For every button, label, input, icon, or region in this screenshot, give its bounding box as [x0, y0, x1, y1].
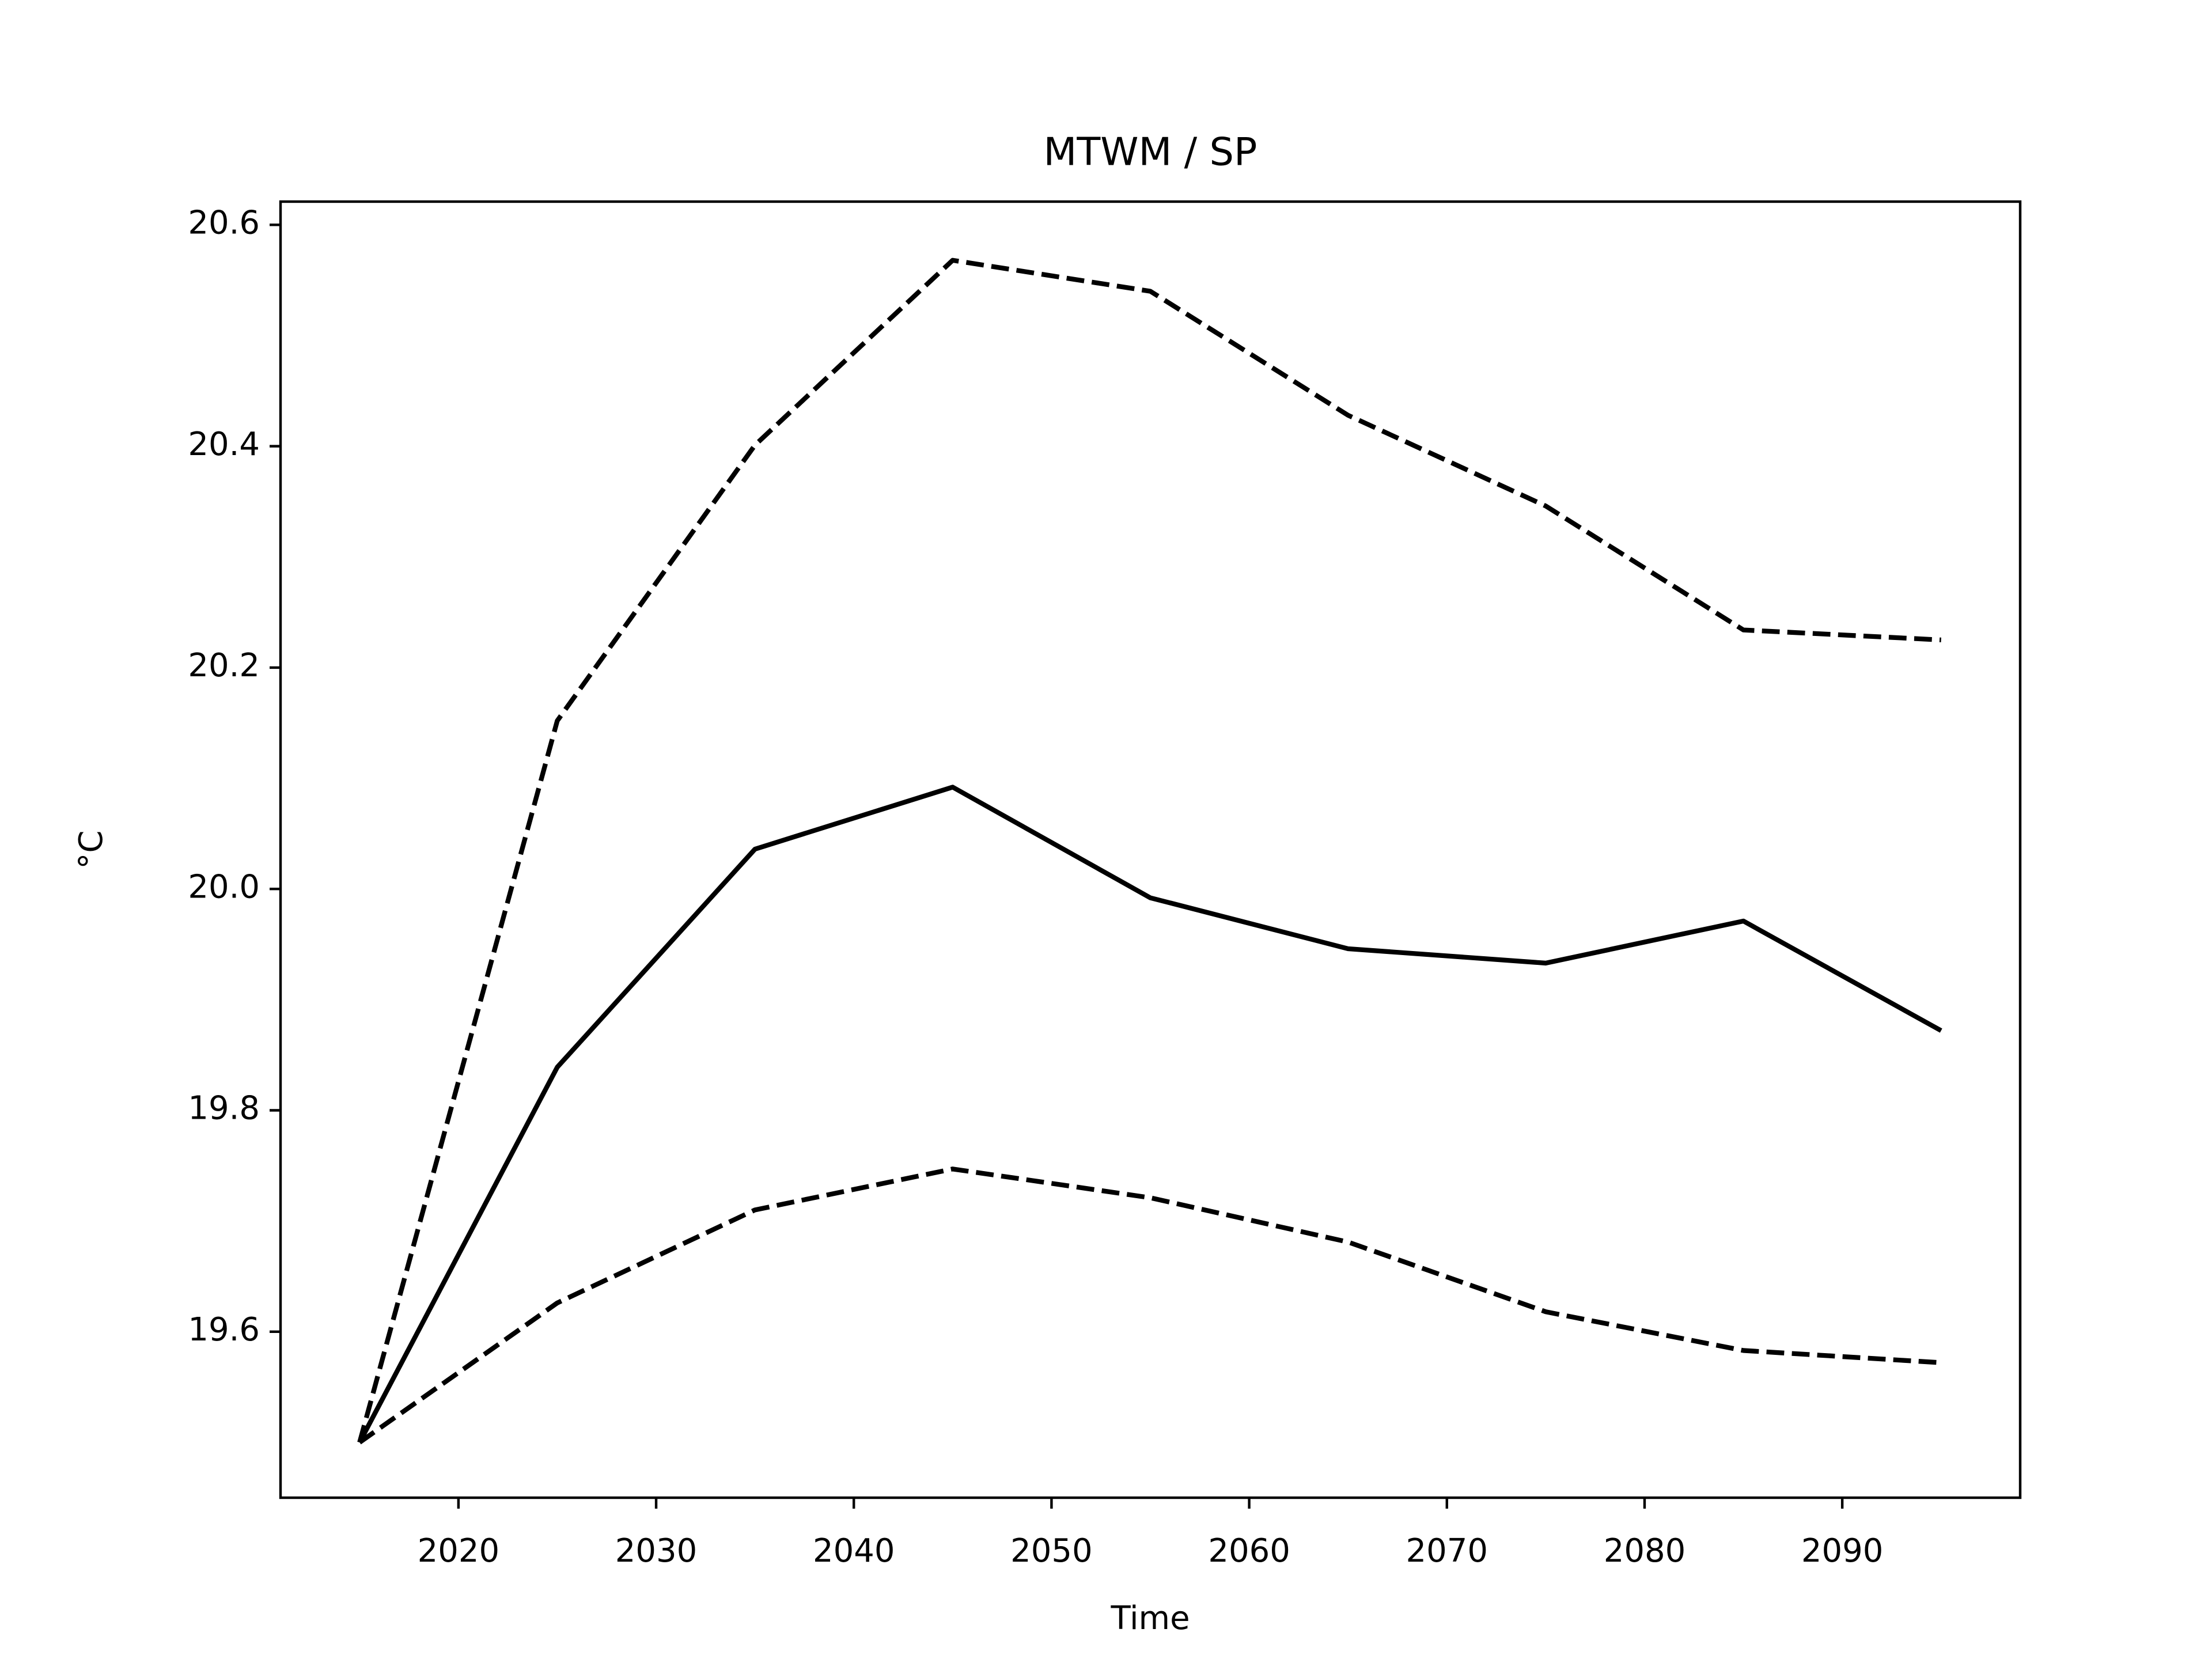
y-tick-label: 19.8	[188, 1090, 260, 1127]
x-axis-label: Time	[1110, 1600, 1190, 1637]
plot-frame	[279, 200, 2022, 1499]
line-series	[357, 257, 1941, 1444]
x-tick-label: 2080	[1604, 1532, 1686, 1570]
x-tick-label: 2090	[1801, 1532, 1884, 1570]
y-tick-label: 20.4	[188, 426, 260, 463]
chart-title: MTWM / SP	[1044, 130, 1257, 175]
y-tick-label: 20.2	[188, 647, 260, 684]
x-tick-label: 2050	[1010, 1532, 1093, 1570]
y-axis-label: °C	[73, 830, 110, 869]
y-tick-label: 20.6	[188, 204, 260, 241]
x-tick-label: 2040	[813, 1532, 895, 1570]
y-tick-label: 20.0	[188, 868, 260, 906]
line-series	[358, 1166, 1941, 1445]
x-tick-label: 2060	[1208, 1532, 1290, 1570]
x-tick-label: 2020	[418, 1532, 500, 1570]
x-tick-label: 2070	[1406, 1532, 1488, 1570]
y-tick-label: 19.6	[188, 1311, 260, 1349]
line-series	[357, 785, 1942, 1444]
x-tick-label: 2030	[615, 1532, 698, 1570]
